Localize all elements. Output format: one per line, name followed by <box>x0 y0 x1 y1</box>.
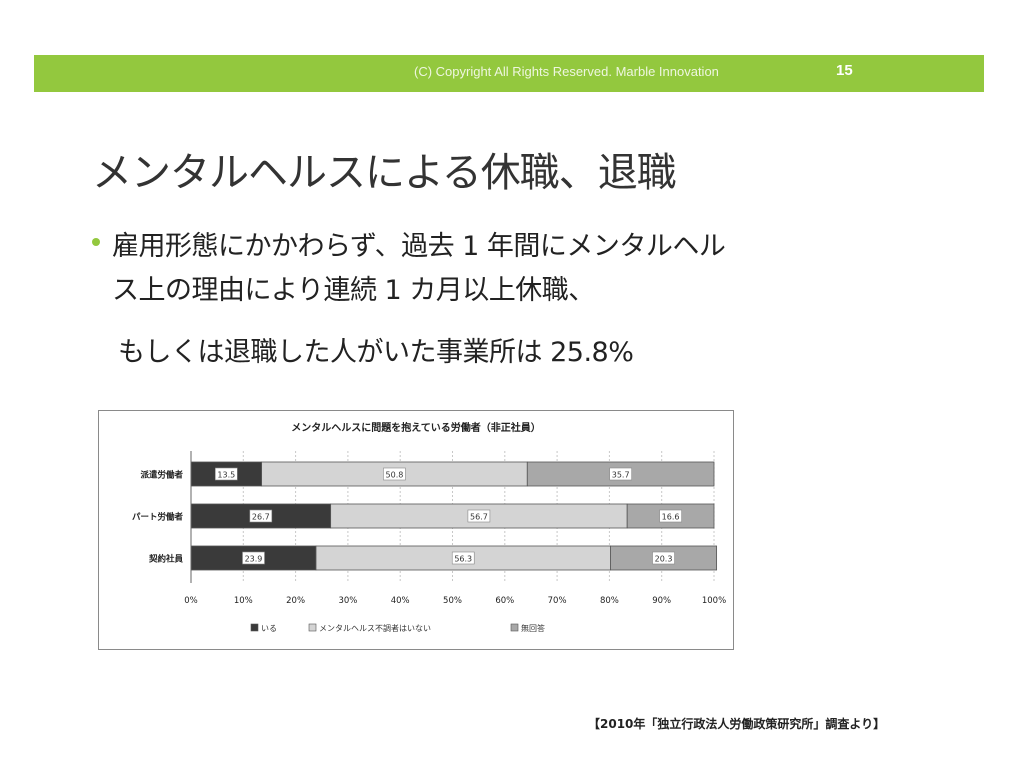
data-label-box <box>451 551 475 565</box>
category-label: パート労働者 <box>132 512 184 523</box>
data-label-box <box>242 551 265 565</box>
data-label-box <box>652 551 675 565</box>
x-tick-label: 100% <box>702 596 726 606</box>
x-tick-label: 0% <box>184 596 198 606</box>
bar-segment <box>315 545 611 571</box>
bullet-text-line-1: 雇用形態にかかわらず、過去 1 年間にメンタルヘル <box>112 231 726 262</box>
data-label-box <box>467 509 491 523</box>
x-tick-label: 20% <box>286 596 305 606</box>
x-tick-label: 10% <box>234 596 253 606</box>
bullet-text-line-2: ス上の理由により連続 1 カ月以上休職、 <box>112 275 595 306</box>
data-label: 35.7 <box>612 471 630 480</box>
x-tick-label: 80% <box>600 596 619 606</box>
data-label: 23.9 <box>245 555 263 564</box>
category-label: 契約社員 <box>148 554 184 565</box>
x-tick-label: 70% <box>548 596 567 606</box>
chart-frame: メンタルヘルスに問題を抱えている労働者（非正社員） 13.5 50.8 35.7 派遣… <box>98 410 734 650</box>
data-label: 20.3 <box>655 555 673 564</box>
data-label-box <box>249 509 273 523</box>
bullet-icon <box>92 238 100 246</box>
x-tick-label: 40% <box>391 596 410 606</box>
data-label: 56.3 <box>454 555 472 564</box>
x-tick-label: 60% <box>495 596 514 606</box>
header-bar <box>34 55 984 92</box>
legend-swatch <box>250 623 259 632</box>
source-note: 【2010年「独立行政法人労働政策研究所」調査より】 <box>588 717 886 731</box>
page-number: 15 <box>836 62 853 79</box>
stacked-bar-chart: メンタルヘルスに問題を抱えている労働者（非正社員） 13.5 50.8 35.7 派遣… <box>132 421 726 633</box>
category-label: 派遣労働者 <box>140 470 183 481</box>
chart-title: メンタルヘルスに問題を抱えている労働者（非正社員） <box>291 421 541 434</box>
copyright-text: (C) Copyright All Rights Reserved. Marbl… <box>414 64 719 79</box>
data-label-box <box>609 467 632 481</box>
legend-swatch <box>308 623 317 632</box>
x-tick-label: 50% <box>443 596 462 606</box>
legend-swatch <box>510 623 519 632</box>
data-label-box <box>659 509 682 523</box>
data-label: 56.7 <box>470 513 488 522</box>
legend-label: メンタルヘルス不調者はいない <box>319 623 431 633</box>
slide-title: メンタルヘルスによる休職、退職 <box>92 150 677 196</box>
x-tick-label: 90% <box>652 596 671 606</box>
data-label-box <box>215 467 238 481</box>
bullet-text-line-3: もしくは退職した人がいた事業所は 25.8% <box>118 337 634 368</box>
data-label: 13.5 <box>217 471 235 480</box>
data-label: 16.6 <box>662 513 680 522</box>
x-tick-label: 30% <box>338 596 357 606</box>
legend-label: いる <box>261 624 277 633</box>
legend-label: 無回答 <box>521 623 545 633</box>
data-label-box <box>383 467 406 481</box>
data-label: 50.8 <box>386 471 404 480</box>
data-label: 26.7 <box>252 513 270 522</box>
